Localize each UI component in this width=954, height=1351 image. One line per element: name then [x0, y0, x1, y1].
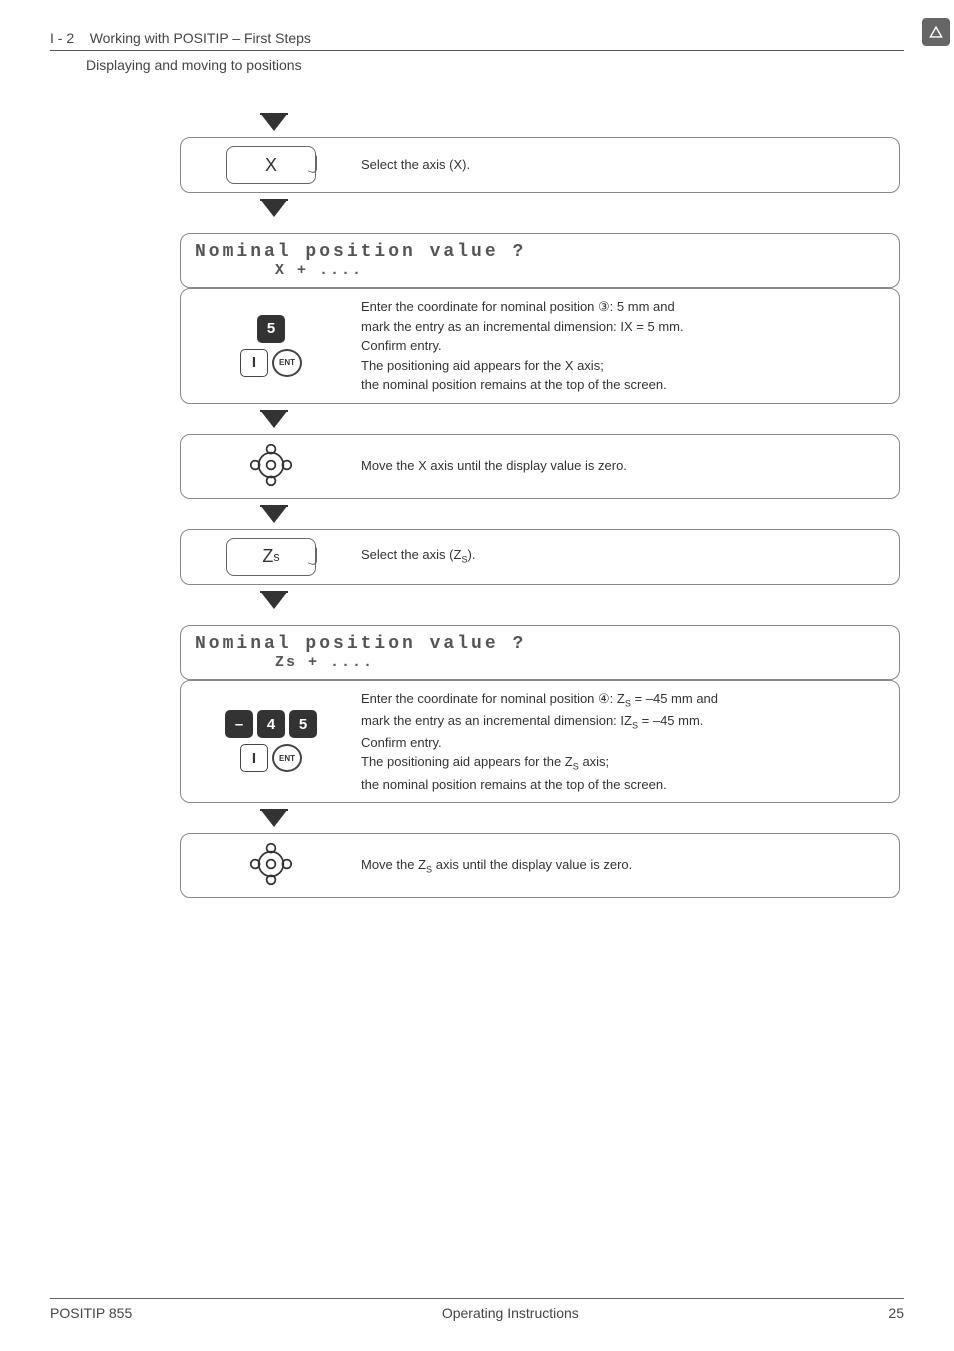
section-subtitle: Displaying and moving to positions	[86, 57, 904, 73]
step-row: Move the X axis until the display value …	[180, 434, 900, 499]
footer-center: Operating Instructions	[442, 1305, 579, 1321]
section-number: I - 2	[50, 30, 74, 46]
flow-arrow-icon	[254, 113, 900, 131]
step-row: X Select the axis (X).	[180, 137, 900, 193]
footer: POSITIP 855 Operating Instructions 25	[50, 1298, 904, 1321]
banner-title: Nominal position value ?	[195, 242, 885, 262]
ent-key[interactable]: ENT	[272, 744, 302, 772]
banner-title: Nominal position value ?	[195, 634, 885, 654]
flow-arrow-icon	[254, 591, 900, 609]
hardkey[interactable]: I	[240, 744, 268, 772]
step-row: Move the ZS axis until the display value…	[180, 833, 900, 898]
softkey[interactable]: Zs	[226, 538, 316, 576]
banner-sub: X + ....	[275, 262, 885, 279]
step-text: Enter the coordinate for nominal positio…	[351, 689, 889, 795]
step-text: Move the X axis until the display value …	[351, 456, 889, 476]
section-title: Working with POSITIP – First Steps	[90, 30, 311, 46]
prompt-banner: Nominal position value ?X + ....	[180, 233, 900, 288]
step-text: Move the ZS axis until the display value…	[351, 855, 889, 877]
step-text: Select the axis (ZS).	[351, 545, 889, 567]
footer-left: POSITIP 855	[50, 1305, 132, 1321]
hardkey[interactable]: 4	[257, 710, 285, 738]
flow-arrow-icon	[254, 410, 900, 428]
prompt-banner: Nominal position value ?Zs + ....	[180, 625, 900, 680]
ent-key[interactable]: ENT	[272, 349, 302, 377]
step-text: Enter the coordinate for nominal positio…	[351, 297, 889, 395]
flow-arrow-icon	[254, 809, 900, 827]
softkey[interactable]: X	[226, 146, 316, 184]
step-row: Zs Select the axis (ZS).	[180, 529, 900, 585]
handwheel-icon	[249, 443, 293, 490]
hardkey[interactable]: 5	[289, 710, 317, 738]
flow-arrow-icon	[254, 505, 900, 523]
hardkey[interactable]: I	[240, 349, 268, 377]
hardkey[interactable]: –	[225, 710, 253, 738]
footer-right: 25	[888, 1305, 904, 1321]
handwheel-icon	[249, 842, 293, 889]
delta-badge	[922, 18, 950, 46]
flow-arrow-icon	[254, 199, 900, 217]
header-line: I - 2 Working with POSITIP – First Steps	[50, 30, 904, 51]
hardkey[interactable]: 5	[257, 315, 285, 343]
step-text: Select the axis (X).	[351, 155, 889, 175]
content-area: X Select the axis (X). Nominal position va…	[180, 113, 900, 898]
banner-sub: Zs + ....	[275, 654, 885, 671]
step-row: –45IENT Enter the coordinate for nominal …	[180, 680, 900, 804]
step-row: 5 IENT Enter the coordinate for nominal po…	[180, 288, 900, 404]
